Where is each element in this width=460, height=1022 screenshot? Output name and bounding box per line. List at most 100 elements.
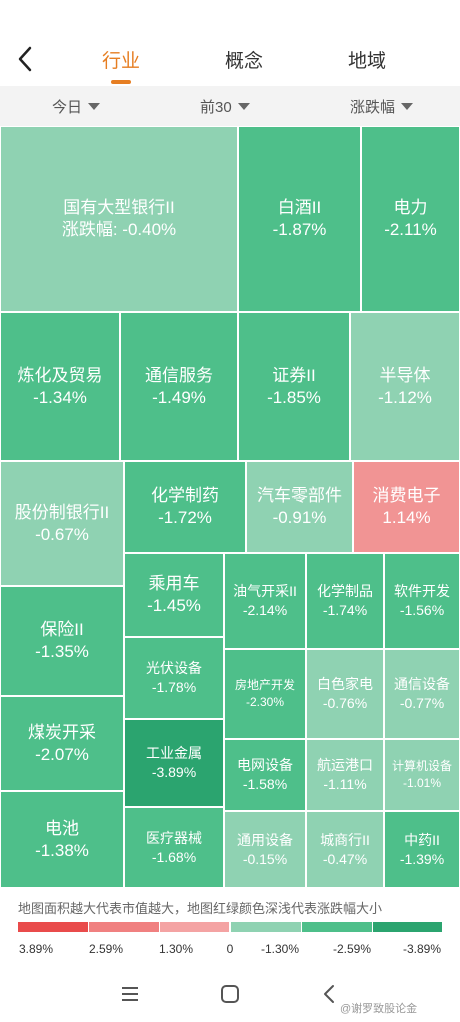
caret-down-icon [401,103,414,110]
treemap-cell[interactable]: 医疗器械 -1.68% [124,807,224,888]
menu-icon[interactable] [118,982,142,1006]
treemap-cell[interactable]: 电力 -2.11% [361,126,460,312]
cell-value: -1.39% [399,850,445,867]
treemap-cell[interactable]: 股份制银行II -0.67% [0,461,124,586]
treemap-cell[interactable]: 消费电子 1.14% [353,461,460,553]
period-label: 今日 [52,99,83,116]
cell-value: -0.15% [242,850,288,867]
cell-name: 航运港口 [317,757,373,773]
cell-value: -1.85% [267,387,321,407]
cell-name: 中药II [404,831,440,848]
cell-name: 通用设备 [237,831,293,848]
cell-value: -2.14% [242,602,288,618]
treemap-cell[interactable]: 电网设备 -1.58% [224,739,306,811]
treemap-cell[interactable]: 中药II -1.39% [384,811,460,888]
range-dropdown[interactable]: 前30 [200,96,250,117]
cell-name: 电力 [393,198,428,217]
cell-name: 通信服务 [145,365,213,385]
cell-value: -1.12% [378,387,432,407]
treemap-cell[interactable]: 通信服务 -1.49% [120,312,238,461]
range-label: 前30 [200,99,232,116]
treemap-cell[interactable]: 油气开采II -2.14% [224,553,306,649]
tab-region[interactable]: 地域 [347,51,386,72]
cell-value: -1.58% [242,776,288,792]
treemap-cell[interactable]: 半导体 -1.12% [350,312,460,461]
sort-label: 涨跌幅 [350,99,396,116]
cell-value: -2.11% [384,220,437,239]
treemap-cell[interactable]: 房地产开发 -2.30% [224,649,306,739]
legend-tick: 0 [226,942,234,956]
cell-value: -1.38% [35,840,89,860]
legend-segment [231,922,301,932]
cell-name: 通信设备 [394,676,450,692]
legend-segment [18,922,88,932]
treemap-cell[interactable]: 保险II -1.35% [0,586,124,696]
legend-note: 地图面积越大代表市值越大，地图红绿颜色深浅代表涨跌幅大小 [18,901,383,916]
cell-name: 证券II [272,365,316,385]
cell-name: 电池 [45,818,79,838]
cell-value: -1.78% [151,679,197,695]
treemap-cell[interactable]: 通用设备 -0.15% [224,811,306,888]
legend-segment [160,922,229,932]
treemap-cell[interactable]: 证券II -1.85% [238,312,350,461]
tab-concept[interactable]: 概念 [224,51,263,72]
sort-dropdown[interactable]: 涨跌幅 [350,96,414,117]
cell-name: 化学制品 [317,583,373,599]
cell-name: 国有大型银行II [63,198,175,217]
legend-tick: 2.59% [88,942,124,956]
watermark-text: @谢罗致股论金 [340,1003,418,1015]
treemap-cell[interactable]: 通信设备 -0.77% [384,649,460,739]
treemap-cell[interactable]: 工业金属 -3.89% [124,719,224,807]
cell-name: 半导体 [379,365,431,385]
legend-tick: -1.30% [260,942,300,956]
treemap-cell[interactable]: 煤炭开采 -2.07% [0,696,124,791]
caret-down-icon [237,103,250,110]
period-dropdown[interactable]: 今日 [52,96,101,117]
legend-tick: 1.30% [158,942,194,956]
treemap-cell[interactable]: 光伏设备 -1.78% [124,637,224,719]
treemap-cell[interactable]: 城商行II -0.47% [306,811,384,888]
treemap-cell[interactable]: 航运港口 -1.11% [306,739,384,811]
cell-name: 城商行II [320,831,370,848]
cell-value: -1.11% [323,776,367,792]
cell-name: 汽车零部件 [257,486,342,505]
industry-treemap: 国有大型银行II 涨跌幅: -0.40% 白酒II -1.87% 电力 -2.1… [0,126,460,888]
cell-value: -1.35% [35,642,89,661]
treemap-cell[interactable]: 计算机设备 -1.01% [384,739,460,811]
cell-value: -0.47% [322,850,368,867]
treemap-cell[interactable]: 汽车零部件 -0.91% [246,461,353,553]
chevron-left-icon[interactable] [14,44,38,74]
treemap-cell[interactable]: 电池 -1.38% [0,791,124,888]
treemap-cell[interactable]: 炼化及贸易 -1.34% [0,312,120,461]
treemap-cell[interactable]: 化学制品 -1.74% [306,553,384,649]
cell-name: 消费电子 [372,486,441,505]
cell-value: -0.91% [272,508,327,527]
cell-name: 医疗器械 [146,829,202,846]
top-header: 行业 概念 地域 [0,0,460,86]
treemap-cell[interactable]: 白色家电 -0.76% [306,649,384,739]
legend-tick: -3.89% [402,942,442,956]
cell-name: 电网设备 [237,757,293,773]
cell-value: -1.49% [152,387,206,407]
treemap-cell[interactable]: 国有大型银行II 涨跌幅: -0.40% [0,126,238,312]
treemap-cell[interactable]: 软件开发 -1.56% [384,553,460,649]
treemap-cell[interactable]: 化学制药 -1.72% [124,461,246,553]
cell-value: -0.77% [399,695,445,711]
cell-name: 股份制银行II [14,502,110,522]
treemap-cell[interactable]: 乘用车 -1.45% [124,553,224,637]
cell-value: -0.76% [322,695,368,711]
legend-segment [373,922,442,932]
home-square-icon[interactable] [218,982,242,1006]
tab-industry[interactable]: 行业 [101,51,140,72]
cell-name: 工业金属 [146,745,202,761]
cell-value: -2.07% [35,744,89,764]
cell-name: 油气开采II [233,583,297,599]
cell-value: 涨跌幅: -0.40% [61,220,177,239]
cell-name: 白酒II [277,198,322,217]
back-chevron-icon[interactable] [318,982,342,1006]
treemap-cell[interactable]: 白酒II -1.87% [238,126,361,312]
cell-value: 1.14% [382,508,431,527]
cell-name: 炼化及贸易 [17,365,103,385]
cell-value: -1.74% [322,602,368,618]
cell-name: 白色家电 [317,676,373,692]
